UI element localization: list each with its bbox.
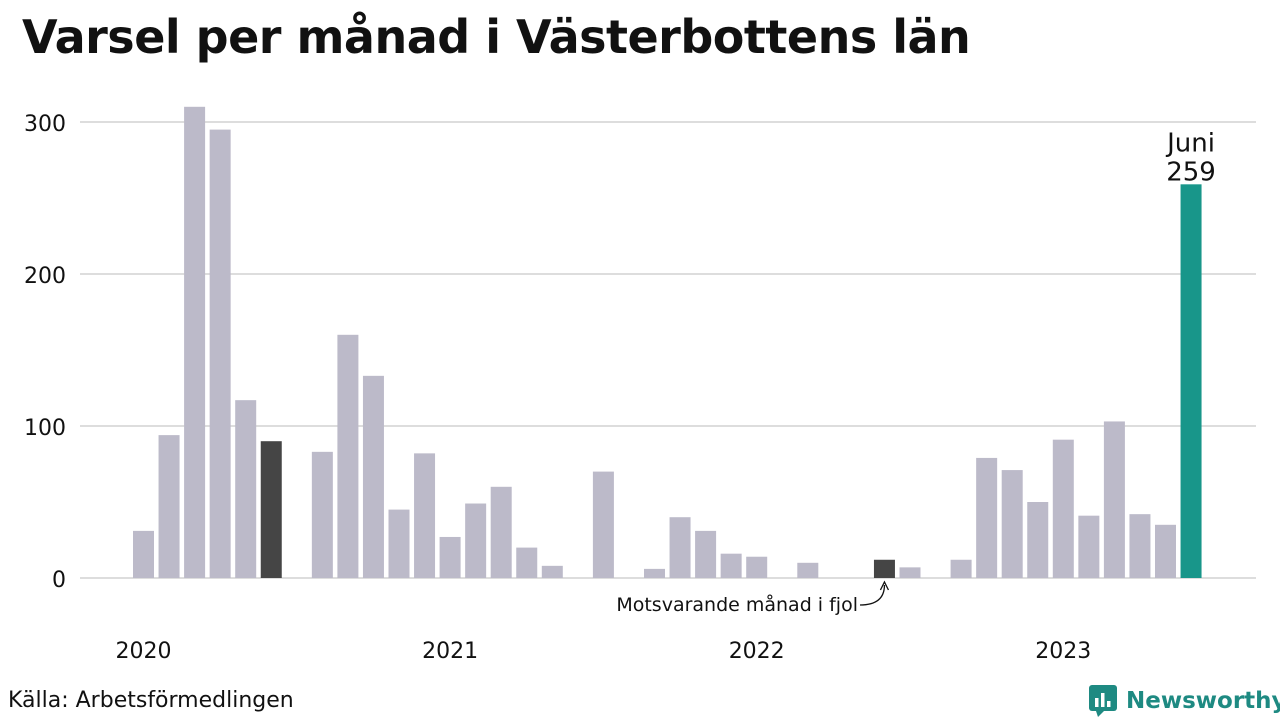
x-tick-label: 2021 (422, 639, 478, 664)
annotation-arrowhead (879, 580, 890, 591)
annotation-label: Motsvarande månad i fjol (616, 593, 858, 616)
y-axis-ticks: 0 100 200 300 (24, 112, 66, 593)
bar (311, 451, 333, 578)
bar (592, 471, 614, 578)
gridlines (80, 121, 1256, 579)
bar (1129, 514, 1151, 578)
bar (1001, 470, 1023, 578)
bar (414, 453, 436, 578)
bar (439, 536, 461, 578)
x-tick-label: 2022 (729, 639, 785, 664)
bar (899, 567, 921, 578)
x-tick-label: 2023 (1035, 639, 1091, 664)
y-tick-label: 0 (52, 568, 66, 593)
bar (1027, 502, 1049, 578)
bar (1103, 421, 1125, 578)
bar (797, 562, 819, 578)
bar (184, 106, 206, 579)
x-axis-year-labels: 2020 2021 2022 2023 (116, 639, 1092, 664)
bar (362, 375, 384, 578)
chart-title: Varsel per månad i Västerbottens län (22, 10, 971, 64)
bar (209, 129, 231, 578)
bar (490, 486, 512, 578)
bar (516, 547, 538, 578)
bar (950, 559, 972, 578)
bar (644, 568, 665, 578)
bar (746, 556, 768, 578)
bar (1155, 524, 1176, 578)
bar (1078, 515, 1100, 578)
brand-logo: Newsworthy (1088, 684, 1280, 718)
bar (388, 509, 410, 578)
bar (133, 530, 154, 578)
bar (260, 441, 282, 578)
highlight-value-label: 259 (1166, 157, 1216, 187)
x-tick-label: 2020 (116, 639, 172, 664)
y-tick-label: 300 (24, 112, 66, 137)
newsworthy-logo-icon (1089, 685, 1117, 717)
bar (235, 400, 257, 578)
y-tick-label: 200 (24, 264, 66, 289)
bar (465, 503, 487, 578)
bar-highlight (1180, 184, 1202, 578)
brand-name: Newsworthy (1126, 688, 1280, 714)
source-label: Källa: Arbetsförmedlingen (8, 688, 294, 713)
bar (541, 565, 563, 578)
bar (1052, 439, 1074, 578)
annotation-arrow (859, 584, 886, 606)
highlight-month-label: Juni (1165, 128, 1215, 158)
bar (158, 435, 180, 578)
y-tick-label: 100 (24, 416, 66, 441)
annotation: Motsvarande månad i fjol (616, 580, 890, 616)
bar (976, 457, 998, 578)
bars (133, 106, 1202, 579)
bar (873, 559, 895, 578)
bar (669, 517, 691, 578)
bar (720, 553, 742, 578)
bar (337, 334, 359, 578)
bar (695, 530, 717, 578)
